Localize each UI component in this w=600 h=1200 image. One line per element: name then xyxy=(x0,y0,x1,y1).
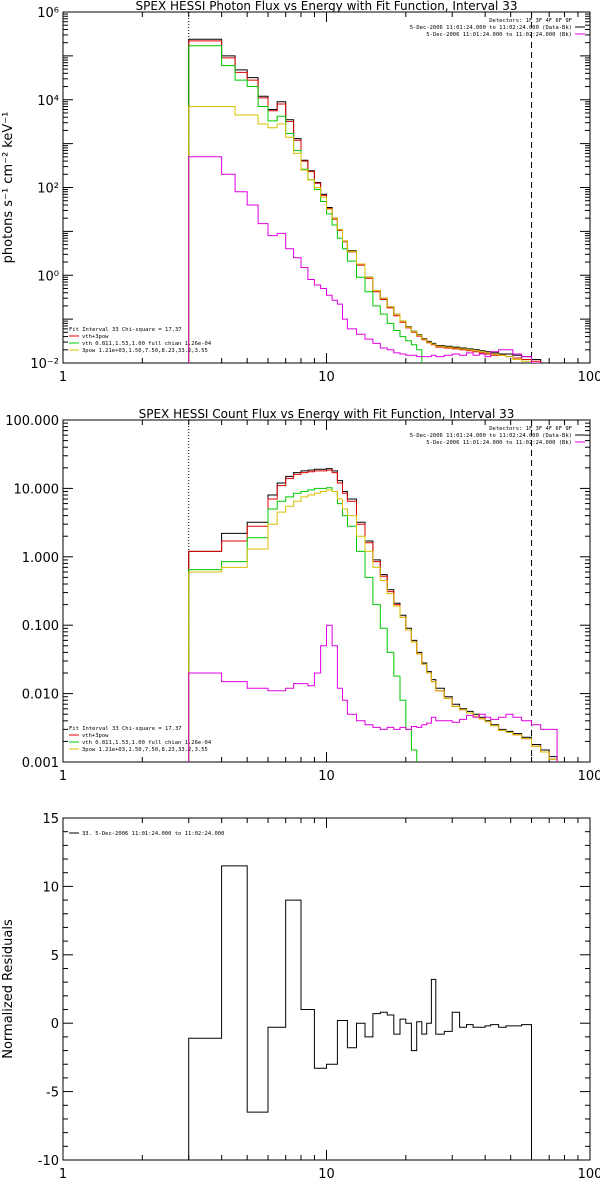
y-axis-label: Normalized Residuals xyxy=(1,919,16,1059)
series-line-4 xyxy=(188,106,542,363)
y-tick-label: 10⁻² xyxy=(30,357,59,372)
series-line-4 xyxy=(188,489,558,762)
y-tick-label: 0.010 xyxy=(22,688,59,703)
y-tick-label: 10² xyxy=(37,182,59,197)
x-tick-label: 1 xyxy=(59,1167,67,1182)
y-tick-label: 1.000 xyxy=(22,551,59,566)
y-tick-label: 5 xyxy=(51,949,59,964)
header-text: 5-Dec-2006 11:01:24.000 to 11:02:24.000 … xyxy=(426,440,572,446)
y-tick-label: -10 xyxy=(38,1154,59,1169)
x-tick-label: 100 xyxy=(578,769,600,784)
plot-2: SPEX HESSI Count Flux vs Energy with Fit… xyxy=(5,407,600,784)
x-tick-label: 100 xyxy=(578,370,600,385)
y-tick-label: 0 xyxy=(51,1017,59,1032)
header-text: 5-Dec-2006 11:01:24.000 to 11:02:24.000 … xyxy=(410,25,572,31)
legend-entry: 3pow 1.21e+03,1.50,7.50,8.23,33.2,3.55 xyxy=(82,348,208,354)
legend-entry: vth+3pow xyxy=(82,733,109,739)
x-tick-label: 100 xyxy=(578,1167,600,1182)
y-tick-label: 15 xyxy=(42,812,59,827)
series-line-3 xyxy=(188,487,558,762)
legend-entry: vth+3pow xyxy=(82,334,109,340)
x-tick-label: 10 xyxy=(318,769,335,784)
series-line-2 xyxy=(188,469,558,762)
x-tick-label: 10 xyxy=(318,370,335,385)
chart-title: SPEX HESSI Photon Flux vs Energy with Fi… xyxy=(136,0,518,13)
header-text: 5-Dec-2006 11:01:24.000 to 11:02:24.000 … xyxy=(410,433,572,439)
legend-entry: vth 0.811,1.53,1.00 full chian 1.26e-04 xyxy=(82,341,212,347)
y-tick-label: 10 xyxy=(42,880,59,895)
legend-entry: 33. 5-Dec-2006 11:01:24.000 to 11:02:24.… xyxy=(82,831,224,837)
legend-entry: Fit Interval 33 Chi-square = 17.37 xyxy=(69,726,182,732)
series-line-1 xyxy=(188,468,558,762)
legend-entry: 3pow 1.21e+03,1.50,7.50,8.23,33.2,3.55 xyxy=(82,747,208,753)
legend-entry: vth 0.811,1.53,1.00 full chian 1.26e-04 xyxy=(82,740,212,746)
y-tick-label: 10⁶ xyxy=(37,6,59,21)
y-tick-label: 0.100 xyxy=(22,619,59,634)
series-line-2 xyxy=(188,40,542,363)
y-tick-label: -5 xyxy=(46,1086,59,1101)
plot-frame xyxy=(62,11,591,364)
y-axis-label: photons s⁻¹ cm⁻² keV⁻¹ xyxy=(1,112,16,264)
series-line-3 xyxy=(188,45,542,363)
series-line-1 xyxy=(188,865,532,1160)
plot-1: SPEX HESSI Photon Flux vs Energy with Fi… xyxy=(1,0,600,385)
header-text: 5-Dec-2006 11:01:24.000 to 11:02:24.000 … xyxy=(426,32,572,38)
header-text: Detectors: 1F 3F 4F 6F 9F xyxy=(489,426,572,432)
series-line-5 xyxy=(188,624,558,762)
plot-frame xyxy=(62,817,591,1161)
plot-3: Normalized Residuals 1 10 100 -10 -5 0 5 10 15 33.… xyxy=(1,812,600,1182)
x-tick-label: 10 xyxy=(318,1167,335,1182)
x-tick-label: 1 xyxy=(59,370,67,385)
x-tick-label: 1 xyxy=(59,769,67,784)
y-tick-label: 10.000 xyxy=(14,482,60,497)
legend-entry: Fit Interval 33 Chi-square = 17.37 xyxy=(69,327,182,333)
y-tick-label: 10⁰ xyxy=(37,269,59,284)
y-tick-label: 0.001 xyxy=(22,756,59,771)
y-tick-label: 10⁴ xyxy=(37,94,59,109)
series-line-5 xyxy=(188,156,541,363)
y-tick-label: 100.000 xyxy=(5,414,59,429)
series-line-1 xyxy=(188,38,542,363)
chart-title: SPEX HESSI Count Flux vs Energy with Fit… xyxy=(139,407,515,421)
header-text: Detectors: 1F 3F 4F 6F 9F xyxy=(489,18,572,24)
